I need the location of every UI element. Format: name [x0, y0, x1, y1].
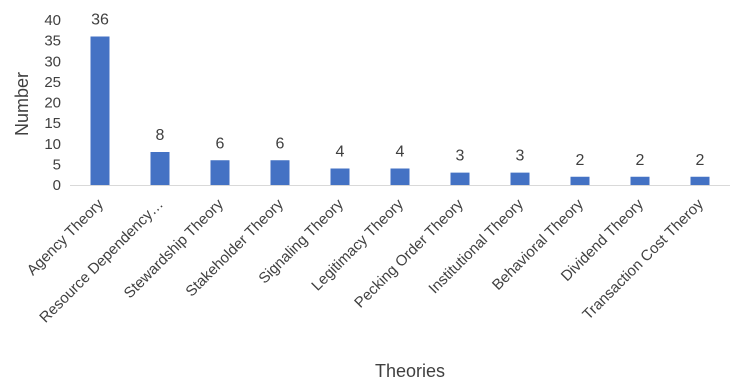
data-label: 4	[336, 144, 345, 161]
bar	[570, 176, 590, 185]
x-tick-label: Stewardship Theory	[121, 195, 228, 302]
bar	[90, 36, 110, 185]
bar	[630, 176, 650, 185]
bar	[150, 152, 170, 185]
data-label: 2	[696, 152, 705, 169]
data-label: 3	[456, 148, 465, 165]
bar	[210, 160, 230, 185]
y-axis-title: Number	[12, 72, 32, 136]
data-label: 2	[636, 152, 645, 169]
bar	[330, 168, 350, 185]
data-labels: 36 8 6 6 4 4 3 3 2 2 2	[91, 12, 704, 169]
x-tick-label: Resource Dependency…	[36, 196, 167, 327]
bars	[90, 36, 710, 185]
data-label: 36	[91, 12, 109, 29]
y-tick-label: 25	[44, 74, 61, 91]
bar	[450, 172, 470, 185]
y-tick-label: 0	[53, 177, 61, 194]
y-axis-ticks: 0 5 10 15 20 25 30 35 40	[44, 12, 61, 194]
y-tick-label: 15	[44, 115, 61, 132]
y-tick-label: 20	[44, 95, 61, 112]
data-label: 6	[216, 135, 225, 152]
bar	[270, 160, 290, 185]
y-tick-label: 40	[44, 12, 61, 29]
y-tick-label: 30	[44, 53, 61, 70]
y-tick-label: 35	[44, 33, 61, 50]
y-tick-label: 5	[53, 156, 61, 173]
data-label: 4	[396, 144, 405, 161]
data-label: 3	[516, 148, 525, 165]
x-axis-title: Theories	[375, 361, 445, 381]
y-tick-label: 10	[44, 136, 61, 153]
bar	[690, 176, 710, 185]
data-label: 6	[276, 135, 285, 152]
data-label: 8	[156, 127, 165, 144]
data-label: 2	[576, 152, 585, 169]
bar	[390, 168, 410, 185]
x-tick-label: Transaction Cost Theroy	[579, 195, 707, 323]
bar	[510, 172, 530, 185]
x-tick-label: Pecking Order Theory	[351, 195, 467, 311]
